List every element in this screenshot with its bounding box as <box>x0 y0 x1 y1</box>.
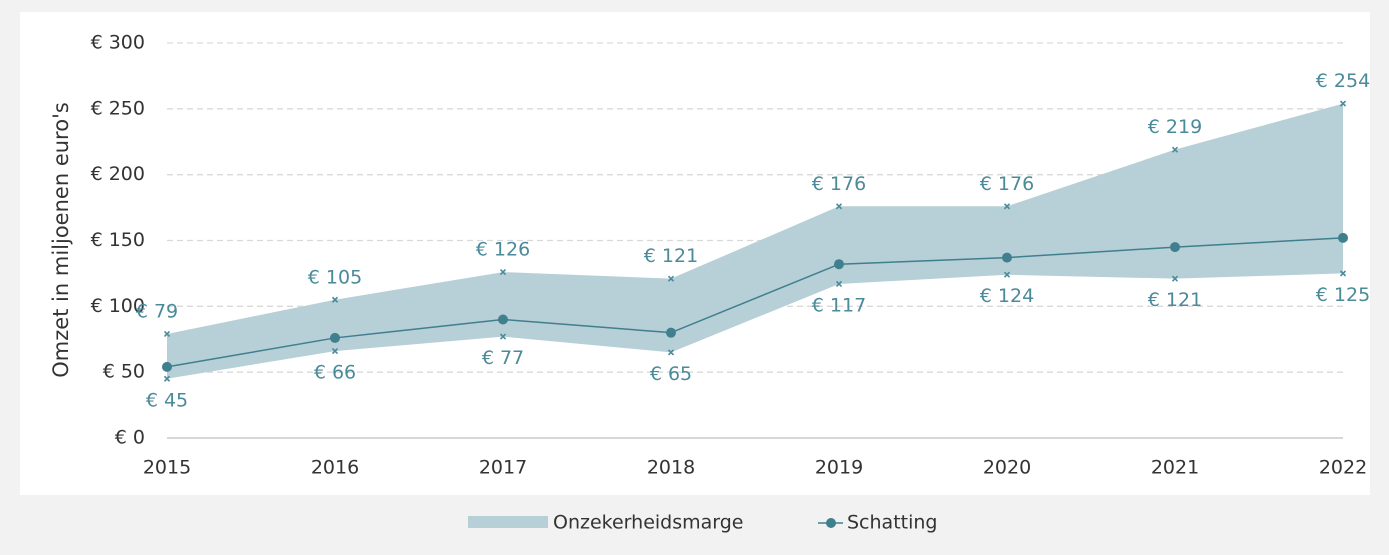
band-marker <box>1003 203 1011 210</box>
band-marker <box>667 275 675 282</box>
data-label: € 124 <box>980 285 1034 307</box>
estimate-marker <box>834 259 844 270</box>
y-axis-label: Omzet in miljoenen euro's <box>49 102 73 378</box>
x-tick-label: 2022 <box>1319 457 1367 479</box>
band-marker <box>1171 275 1179 282</box>
band-marker <box>835 203 843 210</box>
band-marker <box>1339 100 1347 107</box>
data-label: € 126 <box>476 239 530 261</box>
band-marker <box>163 330 171 338</box>
data-label: € 121 <box>644 245 698 267</box>
uncertainty-band <box>167 103 1343 379</box>
band-marker <box>1003 271 1011 278</box>
y-tick-label: € 0 <box>115 427 145 449</box>
data-label: € 254 <box>1316 70 1370 92</box>
data-label: € 79 <box>136 300 178 322</box>
data-label: € 66 <box>314 362 356 384</box>
band-marker <box>499 333 507 340</box>
data-label: € 117 <box>812 294 866 316</box>
y-tick-label: € 250 <box>91 97 145 119</box>
data-label: € 105 <box>308 266 362 288</box>
band-marker <box>1171 146 1179 153</box>
legend-label: Onzekerheidsmarge <box>553 512 744 534</box>
y-tick-label: € 50 <box>103 361 145 383</box>
y-tick-label: € 300 <box>91 32 145 54</box>
x-tick-label: 2018 <box>647 457 695 479</box>
x-tick-label: 2019 <box>815 457 863 479</box>
data-label: € 125 <box>1316 284 1370 306</box>
band-marker <box>331 348 339 355</box>
data-label: € 65 <box>650 363 692 385</box>
estimate-marker <box>1002 252 1012 263</box>
estimate-marker <box>666 327 676 338</box>
data-label: € 219 <box>1148 116 1202 138</box>
band-marker <box>1339 270 1347 277</box>
estimate-marker <box>1338 232 1348 243</box>
band-marker <box>667 349 675 356</box>
y-tick-label: € 100 <box>91 295 145 317</box>
data-label: € 121 <box>1148 289 1202 311</box>
x-tick-label: 2017 <box>479 457 527 479</box>
x-tick-label: 2015 <box>143 457 191 479</box>
estimate-line <box>166 237 1344 368</box>
band-marker <box>163 375 171 382</box>
y-tick-label: € 150 <box>91 229 145 251</box>
data-label: € 176 <box>812 173 866 195</box>
estimate-marker <box>1170 242 1180 253</box>
data-label: € 77 <box>482 347 524 369</box>
x-tick-label: 2021 <box>1151 457 1199 479</box>
legend-label: Schatting <box>847 512 937 534</box>
x-tick-label: 2020 <box>983 457 1031 479</box>
y-tick-label: € 200 <box>91 163 145 185</box>
band-marker <box>835 280 843 288</box>
x-tick-label: 2016 <box>311 457 359 479</box>
estimate-marker <box>330 332 340 343</box>
data-label: € 45 <box>146 389 188 411</box>
data-label: € 176 <box>980 173 1034 195</box>
band-marker <box>499 269 507 276</box>
estimate-marker <box>498 314 508 325</box>
legend-marker <box>826 518 836 528</box>
band-marker <box>331 296 339 303</box>
legend-swatch <box>468 516 548 528</box>
estimate-marker <box>162 361 172 372</box>
